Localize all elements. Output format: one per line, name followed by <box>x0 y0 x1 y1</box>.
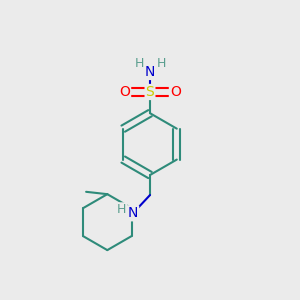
Text: N: N <box>145 65 155 79</box>
Text: S: S <box>146 85 154 99</box>
Text: H: H <box>157 57 166 70</box>
Text: O: O <box>170 85 181 99</box>
Text: N: N <box>128 206 138 220</box>
Text: O: O <box>119 85 130 99</box>
Text: H: H <box>135 57 144 70</box>
Text: H: H <box>117 203 126 216</box>
